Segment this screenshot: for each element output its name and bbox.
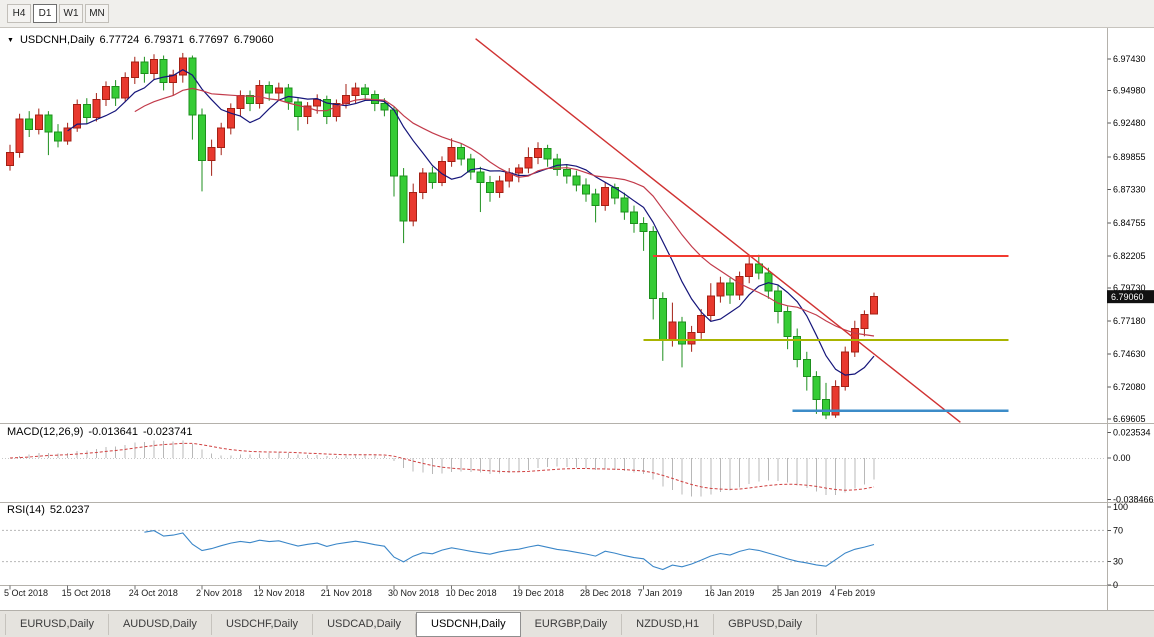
svg-text:24 Oct 2018: 24 Oct 2018 (129, 588, 178, 598)
chart-area[interactable]: 6.97430 6.94980 6.92480 6.89855 6.87330 6.847… (0, 28, 1154, 610)
svg-text:15 Oct 2018: 15 Oct 2018 (62, 588, 111, 598)
svg-text:6.74630: 6.74630 (1113, 349, 1146, 359)
svg-text:6.97430: 6.97430 (1113, 54, 1146, 64)
axes: 6.97430 6.94980 6.92480 6.89855 6.87330 6.847… (0, 28, 1154, 610)
svg-text:70: 70 (1113, 525, 1123, 535)
svg-text:28 Dec 2018: 28 Dec 2018 (580, 588, 631, 598)
timeframe-button-d1[interactable]: D1 (33, 4, 57, 23)
svg-text:100: 100 (1113, 502, 1128, 512)
svg-text:25 Jan 2019: 25 Jan 2019 (772, 588, 822, 598)
svg-text:19 Dec 2018: 19 Dec 2018 (513, 588, 564, 598)
ohlc-open: 6.77724 (99, 34, 140, 46)
symbol-label: USDCNH,Daily (19, 34, 95, 46)
collapse-icon[interactable]: ▼ (7, 36, 14, 44)
svg-text:6.87330: 6.87330 (1113, 185, 1146, 195)
macd-main-value: -0.013641 (88, 426, 138, 438)
tab-gbpusd-daily[interactable]: GBPUSD,Daily (714, 613, 818, 635)
tab-eurgbp-daily[interactable]: EURGBP,Daily (521, 613, 623, 635)
svg-text:-0.038466: -0.038466 (1113, 495, 1154, 505)
macd-panel: 0.023534 0.00 -0.038466 (2, 428, 1154, 505)
svg-text:2 Nov 2018: 2 Nov 2018 (196, 588, 242, 598)
svg-text:6.89855: 6.89855 (1113, 152, 1146, 162)
svg-text:21 Nov 2018: 21 Nov 2018 (321, 588, 372, 598)
svg-text:6.69605: 6.69605 (1113, 414, 1146, 424)
overlay-objects (67, 38, 1009, 423)
macd-title: MACD(12,26,9) -0.013641 -0.023741 (7, 426, 193, 438)
svg-text:0.023534: 0.023534 (1113, 428, 1151, 438)
svg-text:6.77180: 6.77180 (1113, 316, 1146, 326)
svg-text:5 Oct 2018: 5 Oct 2018 (4, 588, 48, 598)
tab-audusd-daily[interactable]: AUDUSD,Daily (109, 613, 212, 635)
macd-name: MACD(12,26,9) (7, 426, 84, 438)
svg-text:6.82205: 6.82205 (1113, 251, 1146, 261)
ohlc-low: 6.77697 (189, 34, 229, 46)
ohlc-close: 6.79060 (233, 34, 274, 46)
rsi-panel: 100 70 30 0 (2, 502, 1128, 590)
timeframe-button-mn[interactable]: MN (85, 4, 109, 23)
svg-text:6.79730: 6.79730 (1113, 283, 1146, 293)
price-chart-svg[interactable]: 6.97430 6.94980 6.92480 6.89855 6.87330 6.847… (0, 28, 1154, 610)
tab-nzdusd-h1[interactable]: NZDUSD,H1 (622, 613, 715, 635)
svg-text:30 Nov 2018: 30 Nov 2018 (388, 588, 439, 598)
ohlc-high: 6.79371 (144, 34, 185, 46)
svg-text:4 Feb 2019: 4 Feb 2019 (830, 588, 876, 598)
svg-text:30: 30 (1113, 557, 1123, 567)
rsi-title: RSI(14) 52.0237 (7, 504, 90, 516)
svg-text:6.94980: 6.94980 (1113, 86, 1146, 96)
svg-text:0.00: 0.00 (1113, 453, 1131, 463)
svg-text:6.92480: 6.92480 (1113, 118, 1146, 128)
candlestick-series (6, 52, 878, 420)
tab-usdcad-daily[interactable]: USDCAD,Daily (313, 613, 417, 635)
chart-title: ▼ USDCNH,Daily 6.77724 6.79371 6.77697 6… (7, 34, 274, 46)
svg-text:6.79060: 6.79060 (1111, 292, 1144, 302)
svg-text:12 Nov 2018: 12 Nov 2018 (254, 588, 305, 598)
timeframe-button-h4[interactable]: H4 (7, 4, 31, 23)
svg-text:6.72080: 6.72080 (1113, 382, 1146, 392)
svg-text:6.84755: 6.84755 (1113, 218, 1146, 228)
timeframe-button-w1[interactable]: W1 (59, 4, 83, 23)
svg-text:16 Jan 2019: 16 Jan 2019 (705, 588, 755, 598)
rsi-value: 52.0237 (49, 504, 90, 516)
timeframe-toolbar: H4 D1 W1 MN (0, 0, 1154, 28)
tab-usdcnh-daily[interactable]: USDCNH,Daily (416, 611, 521, 637)
tab-usdchf-daily[interactable]: USDCHF,Daily (212, 613, 314, 635)
svg-text:7 Jan 2019: 7 Jan 2019 (638, 588, 683, 598)
rsi-name: RSI(14) (7, 504, 45, 516)
tab-eurusd-daily[interactable]: EURUSD,Daily (5, 613, 109, 635)
svg-text:0: 0 (1113, 580, 1118, 590)
svg-text:10 Dec 2018: 10 Dec 2018 (446, 588, 497, 598)
macd-signal-value: -0.023741 (142, 426, 193, 438)
current-price-badge: 6.79060 (1107, 290, 1154, 304)
symbol-tabbar: EURUSD,Daily AUDUSD,Daily USDCHF,Daily USDC… (0, 610, 1154, 637)
